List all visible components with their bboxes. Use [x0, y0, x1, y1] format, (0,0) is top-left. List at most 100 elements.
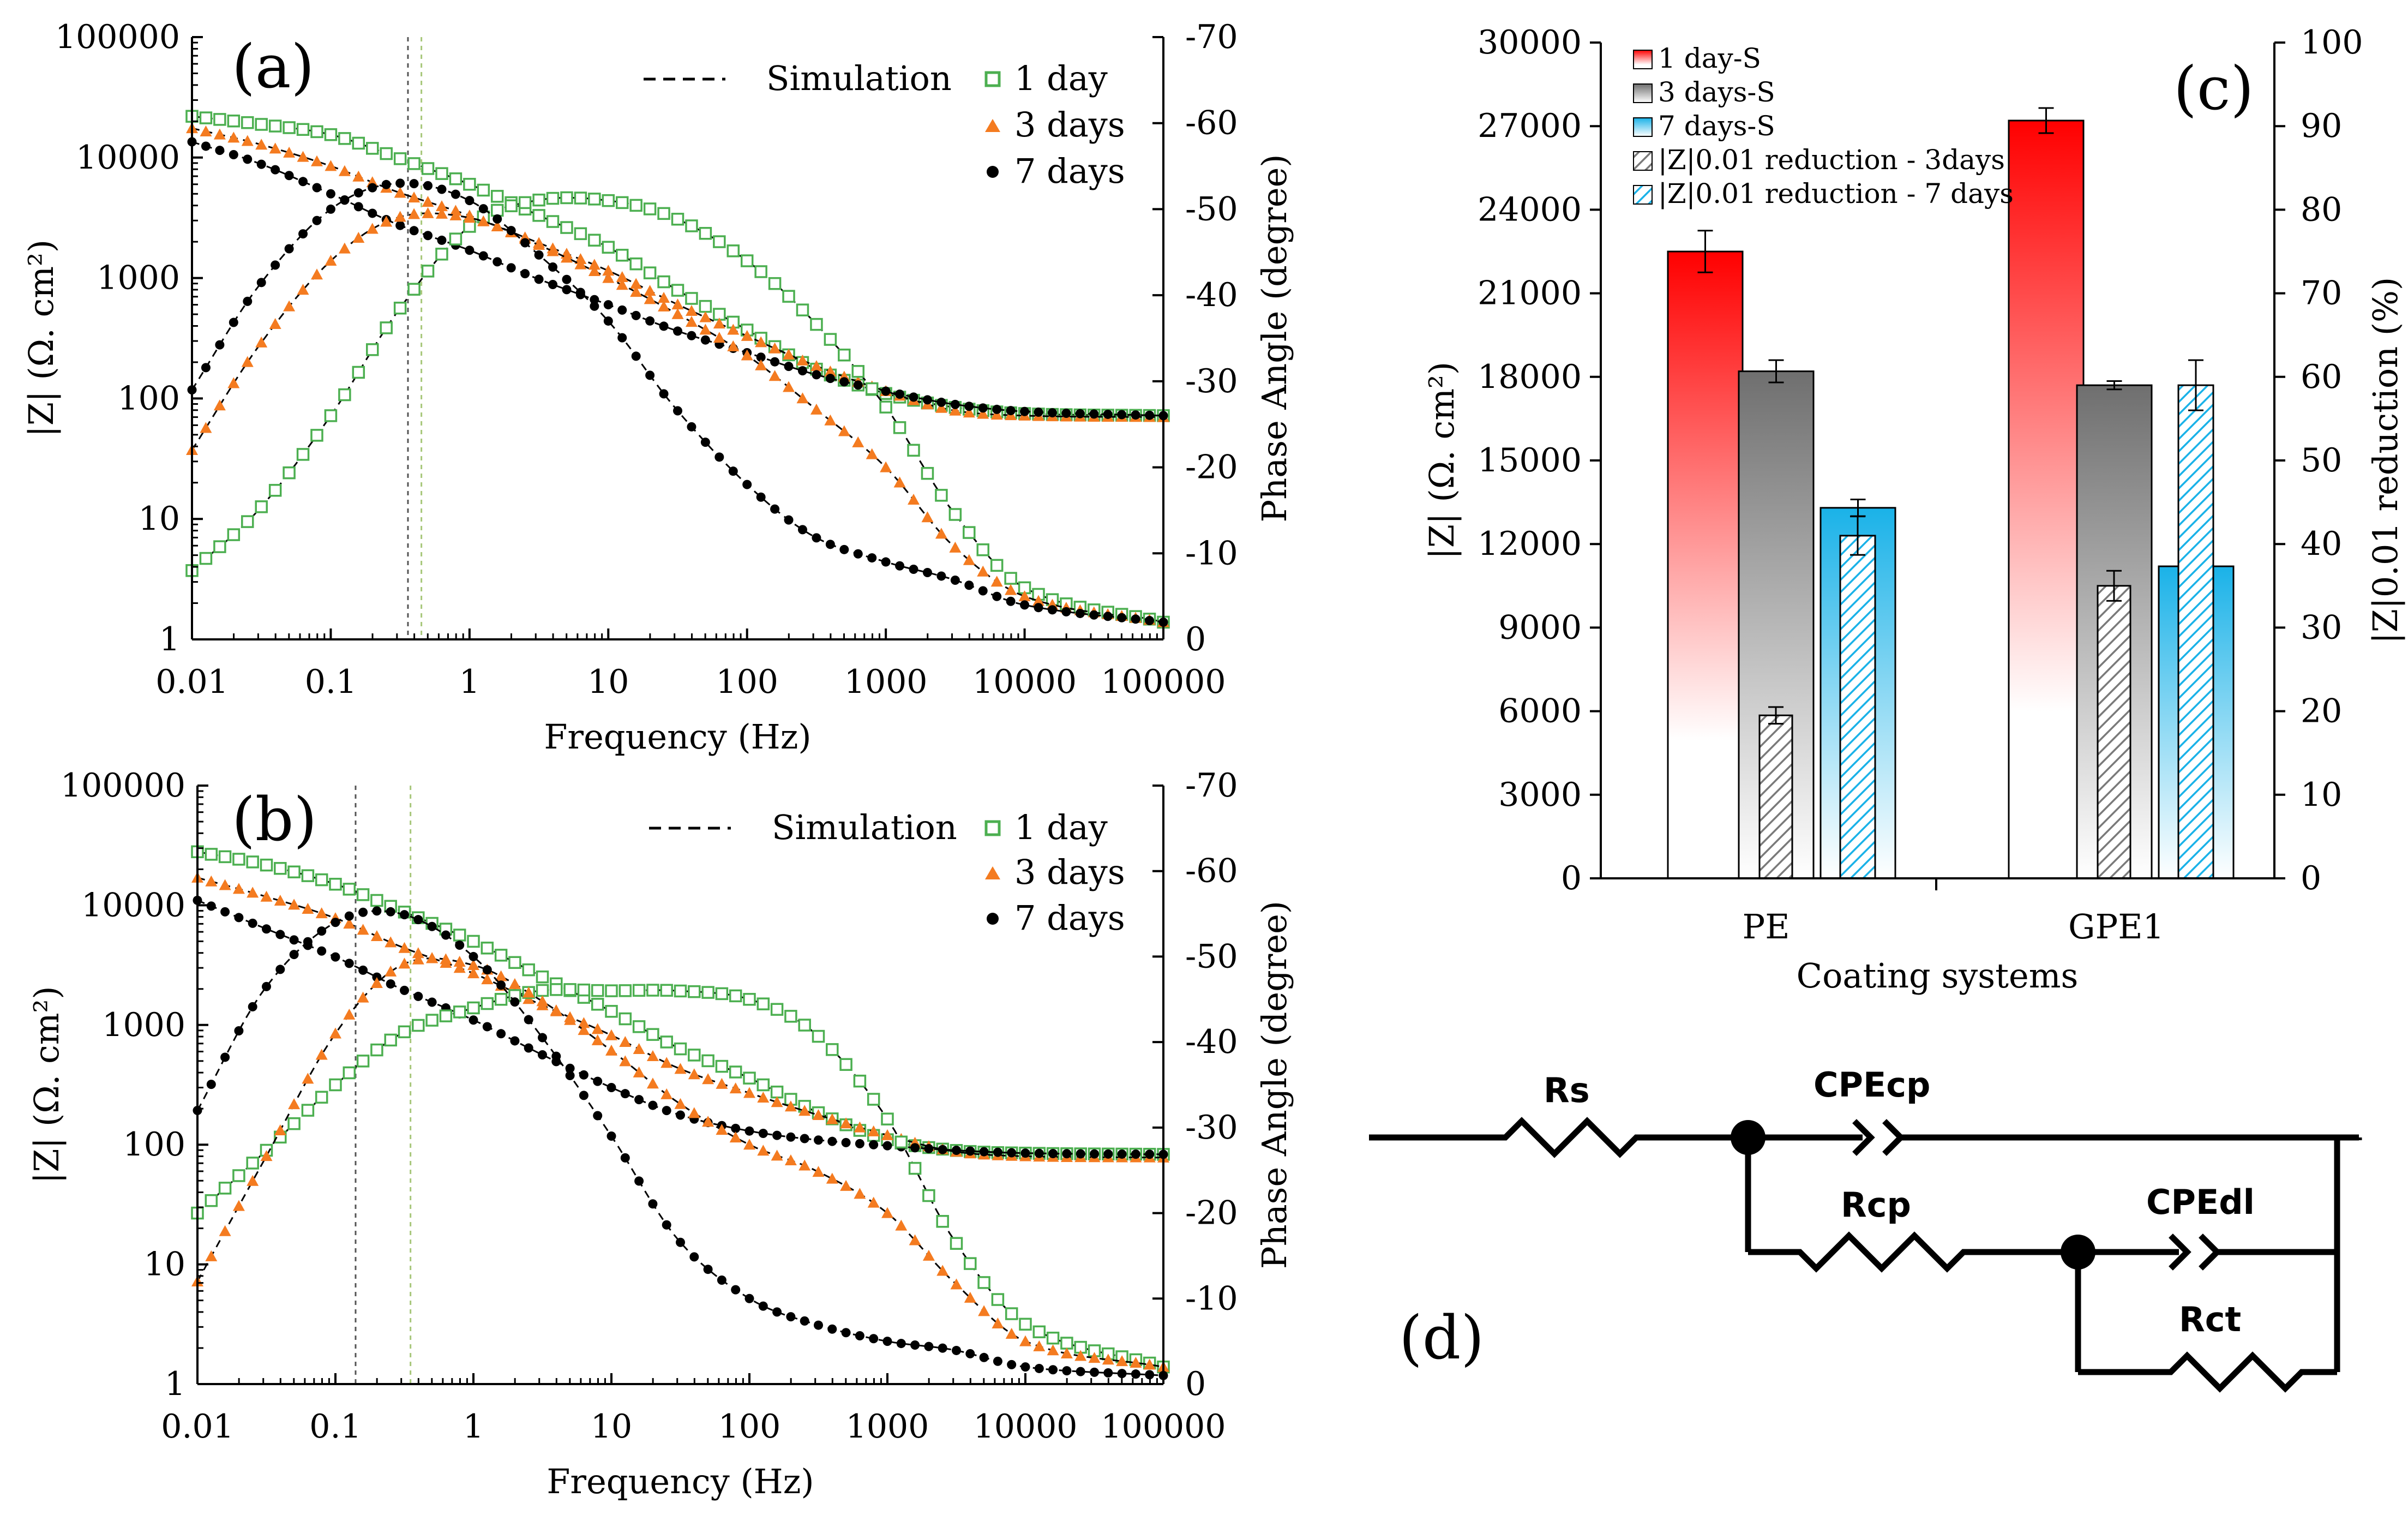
y-axis-label: |Z| (Ω. cm²) — [1422, 362, 1462, 559]
data-point — [1089, 610, 1099, 620]
data-point — [524, 1043, 533, 1053]
data-point — [384, 1033, 397, 1047]
data-point — [227, 528, 241, 541]
data-point — [1060, 1337, 1073, 1350]
data-point — [234, 913, 244, 923]
data-point — [992, 591, 1002, 601]
data-point — [284, 171, 294, 181]
data-point — [547, 245, 559, 256]
data-point — [798, 1159, 811, 1171]
data-point — [616, 279, 628, 290]
x-tick-label: 100 — [716, 663, 778, 701]
data-point — [315, 1049, 328, 1060]
y2-tick-label: -50 — [1185, 190, 1238, 228]
data-point — [688, 985, 701, 998]
legend-3days-s-label: 3 days-S — [1658, 76, 1775, 108]
data-point — [797, 366, 807, 376]
data-point — [938, 1145, 947, 1154]
data-point — [618, 984, 632, 997]
data-point — [717, 1276, 726, 1285]
data-point — [963, 554, 975, 565]
panel-c-legend: 1 day-S 3 days-S 7 days-S |Z|0.01 reduct… — [1633, 43, 2014, 209]
data-point — [1145, 1149, 1155, 1159]
data-point — [260, 890, 273, 902]
data-point — [297, 151, 309, 162]
data-point — [796, 354, 809, 366]
data-point — [326, 189, 335, 199]
data-point — [839, 377, 849, 387]
data-point — [287, 865, 301, 878]
data-point — [463, 212, 476, 223]
data-point — [632, 1020, 646, 1033]
data-point — [506, 226, 516, 236]
data-point — [560, 221, 573, 234]
data-point — [882, 1337, 892, 1346]
data-point — [602, 265, 615, 276]
data-point — [950, 1278, 963, 1290]
data-point — [268, 119, 282, 133]
y2-tick-label: -60 — [1185, 852, 1238, 890]
data-point — [201, 363, 211, 373]
legend-1day-s-swatch — [1633, 50, 1653, 69]
data-point — [548, 280, 558, 290]
data-point — [617, 333, 627, 343]
data-point — [206, 1080, 216, 1089]
data-point — [324, 128, 338, 141]
x-tick-label: 10 — [591, 1408, 632, 1446]
data-point — [1117, 1149, 1127, 1159]
data-point — [620, 1153, 630, 1163]
data-point — [386, 907, 395, 917]
data-point — [676, 1237, 685, 1247]
data-point — [786, 1132, 796, 1142]
data-point — [812, 1166, 825, 1177]
data-point — [882, 1141, 892, 1151]
data-point — [408, 208, 421, 219]
data-point — [1145, 615, 1155, 625]
data-point — [1047, 408, 1057, 418]
x-category-label: GPE1 — [2068, 907, 2164, 947]
data-point — [1103, 612, 1113, 621]
data-point — [205, 875, 218, 887]
data-point — [963, 526, 976, 539]
data-point — [618, 1012, 632, 1026]
data-point — [412, 1019, 425, 1032]
data-point — [315, 1091, 328, 1104]
data-point — [629, 199, 642, 212]
data-point — [510, 1036, 520, 1046]
data-point — [413, 991, 423, 1001]
data-point — [469, 1015, 478, 1025]
data-point — [867, 1125, 880, 1136]
data-point — [1116, 1355, 1128, 1367]
data-point — [467, 1001, 480, 1015]
panel-c-marks — [1667, 107, 2235, 879]
legend-day7-label: 7 days — [1014, 151, 1125, 191]
data-point — [353, 188, 363, 197]
data-point — [1032, 1325, 1046, 1339]
data-point — [344, 959, 354, 968]
data-point — [893, 476, 906, 488]
data-point — [1048, 1365, 1058, 1375]
data-point — [800, 1316, 809, 1326]
data-point — [579, 1070, 589, 1080]
data-point — [248, 1002, 257, 1011]
data-point — [478, 204, 488, 214]
data-point — [825, 374, 835, 384]
data-point — [1143, 1358, 1156, 1370]
data-point — [825, 540, 835, 549]
data-point — [671, 298, 684, 310]
data-point — [366, 142, 379, 155]
legend-day7-marker — [987, 166, 999, 178]
data-point — [268, 484, 282, 497]
data-point — [674, 984, 687, 998]
data-point — [560, 251, 573, 263]
data-point — [453, 956, 466, 967]
data-point — [1088, 1352, 1101, 1363]
data-point — [740, 254, 754, 267]
data-point — [729, 1082, 742, 1094]
data-point — [952, 1345, 961, 1355]
data-point — [422, 196, 434, 207]
data-point — [219, 879, 231, 890]
data-point — [784, 1010, 797, 1023]
data-point — [869, 1334, 879, 1344]
data-point — [922, 568, 932, 578]
